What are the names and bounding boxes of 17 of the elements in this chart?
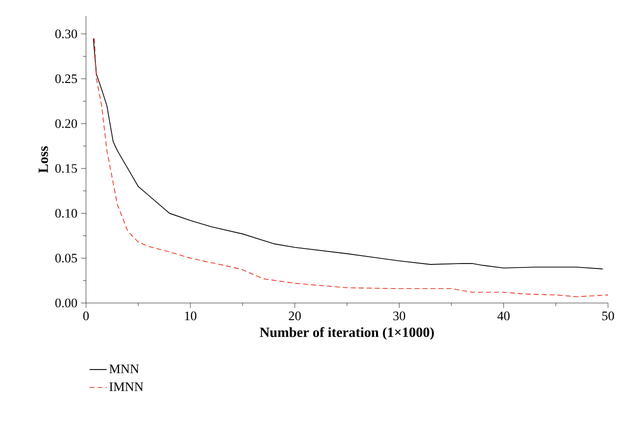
legend-label: IMNN [109,382,144,392]
y-tick-label: 0.10 [55,208,78,218]
x-tick-label: 40 [497,312,510,320]
x-tick-label: 0 [83,312,89,320]
y-tick-label: 0.25 [55,74,77,84]
y-tick-label: 0.20 [55,119,78,128]
x-tick-label: 10 [185,312,196,320]
y-axis-title: Loss [38,146,48,173]
y-tick-label: 0.15 [55,164,77,173]
y-tick-label: 0.30 [55,30,78,38]
y-tick-label: 0.05 [55,254,77,263]
y-tick-label: 0.00 [55,298,78,308]
x-axis-title: Number of iteration (1×1000) [260,327,434,340]
x-tick-label: 50 [602,312,614,320]
x-tick-label: 30 [393,312,406,320]
legend-label: MNN [109,364,139,374]
x-tick-label: 20 [288,312,301,320]
